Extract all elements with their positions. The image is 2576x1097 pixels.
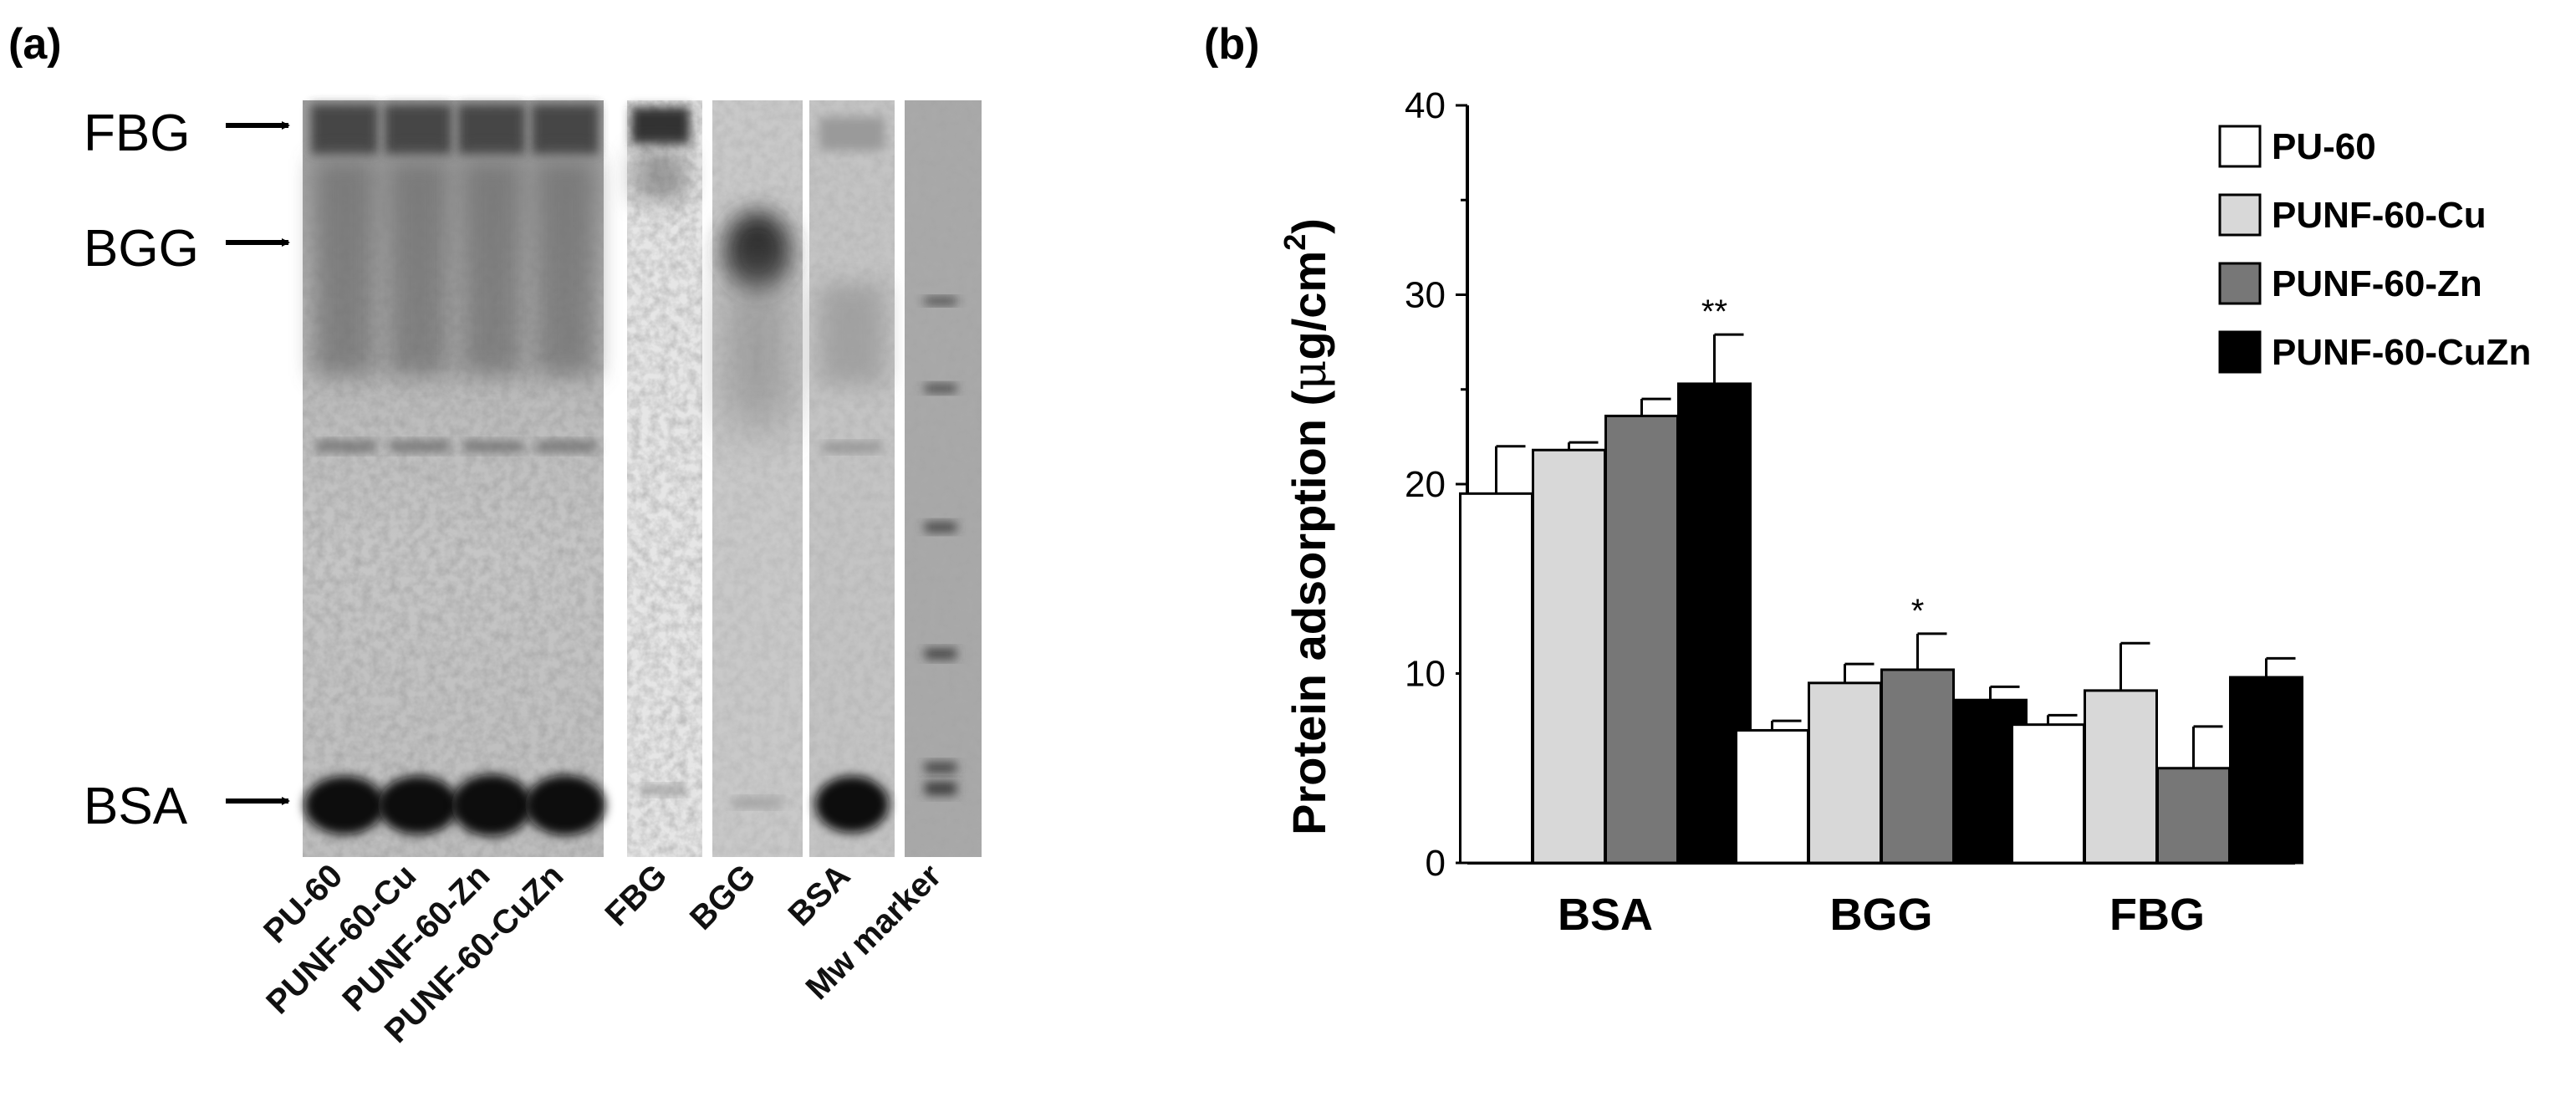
bar-fbg-punf-60-zn	[2156, 767, 2231, 865]
bar-bgg-punf-60-zn	[1880, 668, 1955, 865]
legend-label-punf-60-zn: PUNF-60-Zn	[2272, 263, 2482, 304]
panel-b-label: (b)	[1204, 20, 1259, 69]
lane-label-bsa: BSA	[782, 857, 858, 933]
legend-label-pu-60: PU-60	[2272, 126, 2376, 167]
y-axis-title: Protein adsorption (μg/cm2)	[1278, 218, 1337, 835]
band-label-bgg: BGG	[84, 220, 290, 278]
panel-a-label: (a)	[8, 20, 62, 69]
legend-label-punf-60-cu: PUNF-60-Cu	[2272, 195, 2487, 236]
bar-fbg-punf-60-cuzn	[2229, 676, 2303, 865]
lane-label-fbg: FBG	[599, 857, 675, 933]
svg-text:FBG: FBG	[84, 105, 190, 162]
bar-bsa-punf-60-zn	[1604, 414, 1679, 865]
gel-lane-fbg-standard	[627, 100, 702, 857]
legend-label-punf-60-cuzn: PUNF-60-CuZn	[2272, 332, 2531, 373]
gel-lane-mw-marker	[905, 100, 982, 857]
lane-label-bgg: BGG	[683, 857, 763, 937]
svg-text:BGG: BGG	[84, 220, 199, 278]
bar-bgg-punf-60-cu	[1808, 681, 1882, 865]
legend-swatch-punf-60-zn	[2218, 262, 2262, 305]
bar-bsa-pu-60	[1459, 492, 1533, 865]
x-category-label-fbg: FBG	[2109, 890, 2205, 940]
gel-sample-lanes	[303, 100, 605, 857]
y-tick-label: 30	[1405, 275, 1446, 316]
gel-lane-bgg-standard	[712, 100, 803, 857]
legend-swatch-punf-60-cuzn	[2218, 330, 2262, 374]
bar-fbg-punf-60-cu	[2084, 689, 2158, 865]
significance-marker: *	[1911, 593, 1925, 630]
y-tick-label: 40	[1405, 85, 1446, 126]
y-tick-label: 0	[1426, 843, 1446, 884]
y-tick-label: 10	[1405, 654, 1446, 695]
band-label-bsa: BSA	[84, 778, 290, 835]
panel-a-gel: (a) FBG BGG BSA	[0, 0, 1020, 1097]
band-label-fbg: FBG	[84, 105, 290, 162]
panel-b-chart: (b) Protein adsorption (μg/cm2) 0 10 20 30 4…	[1171, 0, 2576, 1097]
bar-fbg-pu-60	[2011, 723, 2085, 865]
gel-lane-bsa-standard	[809, 100, 895, 857]
significance-marker: **	[1701, 293, 1727, 330]
bar-bgg-pu-60	[1735, 728, 1809, 865]
legend-swatch-pu-60	[2218, 125, 2262, 168]
x-category-label-bsa: BSA	[1558, 890, 1653, 940]
chart-legend: PU-60 PUNF-60-Cu PUNF-60-Zn PUNF-60-CuZn	[2218, 125, 2531, 374]
protein-adsorption-chart: (b) Protein adsorption (μg/cm2) 0 10 20 30 4…	[1204, 20, 2531, 940]
y-tick-label: 20	[1405, 464, 1446, 505]
legend-swatch-punf-60-cu	[2218, 193, 2262, 237]
x-category-label-bgg: BGG	[1829, 890, 1932, 940]
bar-bsa-punf-60-cu	[1532, 448, 1606, 865]
svg-text:BSA: BSA	[84, 778, 188, 835]
